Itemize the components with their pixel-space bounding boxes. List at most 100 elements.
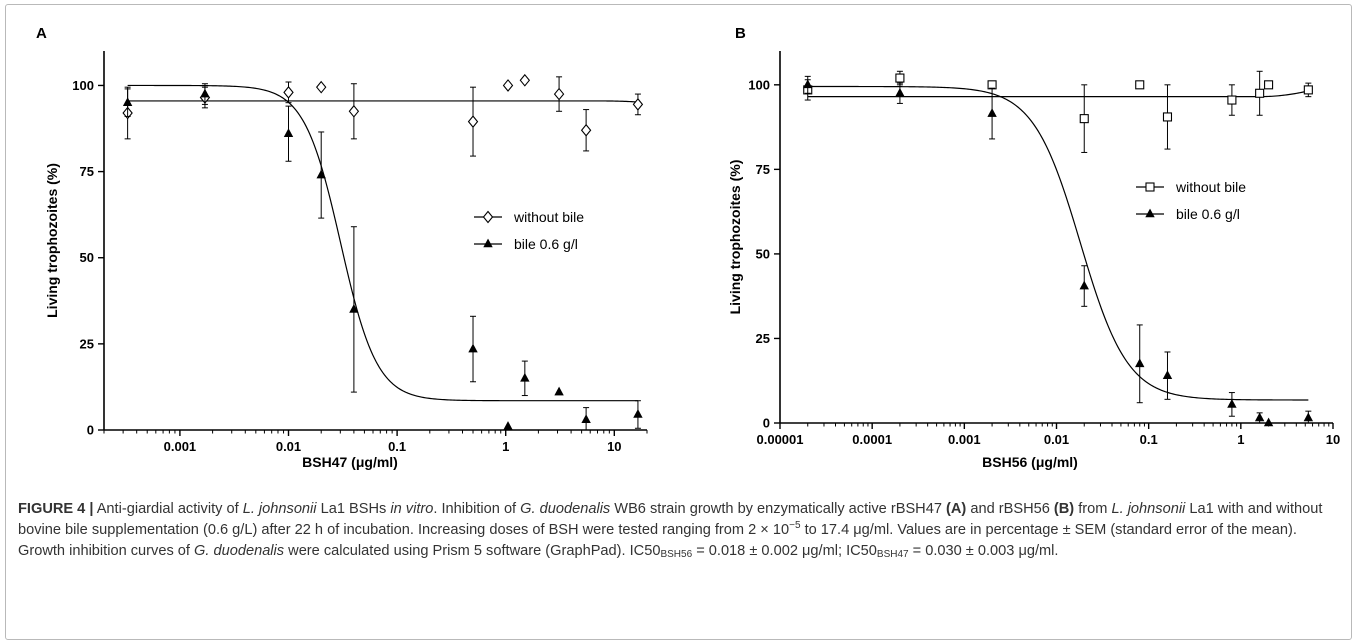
chart-panel-a: A 0 25 50 75 100 0.001 0.01 0.1 1 10 BSH47 (μg/ml) L… — [36, 25, 648, 470]
x-tick-label: 0.1 — [388, 439, 406, 454]
caption-text: BSH47 — [876, 549, 909, 561]
caption-text: were calculated using Prism 5 software (… — [284, 543, 661, 560]
data-point — [1263, 417, 1274, 427]
data-point — [1303, 412, 1314, 422]
data-point — [895, 73, 905, 83]
data-point — [987, 80, 997, 90]
data-point — [803, 79, 813, 89]
caption-text: from — [1074, 501, 1112, 517]
series-1 — [122, 73, 644, 157]
series-2 — [122, 83, 643, 430]
x-axis-title: BSH56 (μg/ml) — [982, 454, 1078, 470]
data-point — [1079, 114, 1089, 124]
y-axis-title: Living trophozoites (%) — [727, 160, 743, 315]
caption-text: La1 with and without bovine bile supplem… — [18, 501, 1323, 539]
legend-marker — [483, 238, 493, 248]
data-point — [1135, 358, 1145, 368]
x-tick-label: 0.1 — [1140, 432, 1158, 447]
data-point — [316, 169, 326, 179]
caption-text: L. johnsonii — [242, 501, 317, 517]
figure-label: FIGURE 4 | — [18, 501, 94, 517]
data-point — [895, 87, 905, 97]
x-tick-label: 0.001 — [164, 439, 197, 454]
data-point — [467, 115, 479, 129]
panel-label: A — [36, 25, 47, 42]
data-point — [632, 98, 644, 111]
caption-text: G. duodenalis — [520, 501, 611, 517]
x-tick-label: 1 — [1237, 432, 1244, 447]
caption-text: = 0.018 ± 0.002 μg/ml; IC50 — [692, 543, 877, 560]
data-point — [348, 104, 360, 118]
x-axis-title: BSH47 (μg/ml) — [302, 454, 398, 470]
data-point — [1162, 370, 1173, 379]
data-point — [122, 97, 133, 106]
data-point — [633, 409, 643, 418]
data-point — [349, 303, 359, 313]
data-point — [468, 343, 478, 353]
data-point — [519, 73, 531, 87]
fit-curve — [807, 90, 1309, 98]
y-tick-label: 25 — [756, 331, 770, 346]
caption-text: G. duodenalis — [194, 543, 285, 560]
y-tick-label: 50 — [756, 246, 770, 261]
legend-label: without bile — [1175, 179, 1246, 195]
data-point — [554, 386, 564, 396]
y-tick-label: 0 — [763, 416, 770, 431]
x-tick-label: 0.01 — [276, 439, 301, 454]
legend: without bile bile 0.6 g/l — [474, 209, 584, 252]
data-point — [283, 128, 294, 137]
data-point — [503, 421, 513, 430]
y-tick-label: 75 — [80, 164, 94, 179]
fit-curve — [127, 84, 638, 402]
x-tick-label: 10 — [1326, 432, 1340, 447]
caption-text: (B) — [1053, 501, 1075, 517]
data-point — [580, 123, 592, 137]
y-tick-label: 25 — [80, 336, 94, 351]
data-point — [502, 79, 514, 92]
caption-text: −5 — [789, 520, 801, 532]
caption-text: and rBSH56 — [966, 501, 1054, 517]
data-point — [200, 88, 210, 98]
figure-caption: FIGURE 4 | Anti-giardial activity of L. … — [18, 499, 1338, 563]
caption-text: = 0.030 ± 0.003 μg/ml. — [908, 543, 1059, 560]
y-tick-label: 100 — [72, 78, 94, 93]
data-point — [520, 372, 530, 382]
caption-text: WB6 strain growth by enzymatically activ… — [610, 501, 947, 517]
x-tick-label: 0.001 — [948, 432, 981, 447]
caption-text: (A) — [946, 501, 967, 517]
legend: without bile bile 0.6 g/l — [1136, 179, 1246, 222]
chart-panel-b: B 0 25 50 75 100 0.00001 0.0001 0.001 0.01 0.1 1 10 B… — [727, 25, 1340, 470]
y-tick-label: 0 — [87, 423, 94, 438]
data-point — [1135, 80, 1145, 90]
data-point — [1227, 95, 1237, 105]
caption-text: La1 BSHs — [316, 501, 391, 517]
data-point — [1255, 88, 1265, 98]
legend-marker — [482, 210, 494, 224]
y-axis-title: Living trophozoites (%) — [44, 163, 60, 318]
series-2 — [803, 75, 1314, 427]
data-point — [581, 414, 591, 423]
x-tick-label: 10 — [607, 439, 621, 454]
panel-label: B — [735, 25, 746, 42]
data-point — [1264, 80, 1274, 90]
data-point — [553, 87, 565, 101]
x-tick-label: 0.0001 — [852, 432, 892, 447]
data-point — [1227, 398, 1237, 408]
legend-marker — [1145, 182, 1155, 192]
caption-text: Anti-giardial activity of — [93, 501, 243, 517]
legend-label: bile 0.6 g/l — [514, 236, 578, 252]
legend-marker — [1145, 208, 1155, 218]
x-tick-label: 0.00001 — [757, 432, 804, 447]
caption-text: . Inhibition of — [433, 501, 521, 517]
data-point — [315, 80, 327, 94]
y-tick-label: 100 — [748, 77, 770, 92]
data-point — [1162, 112, 1173, 122]
y-tick-label: 75 — [756, 162, 770, 177]
x-tick-label: 0.01 — [1044, 432, 1069, 447]
caption-text: in vitro — [390, 501, 434, 517]
legend-label: bile 0.6 g/l — [1176, 206, 1240, 222]
fit-curve — [807, 85, 1309, 401]
data-point — [987, 108, 997, 117]
fit-curve — [127, 100, 638, 103]
